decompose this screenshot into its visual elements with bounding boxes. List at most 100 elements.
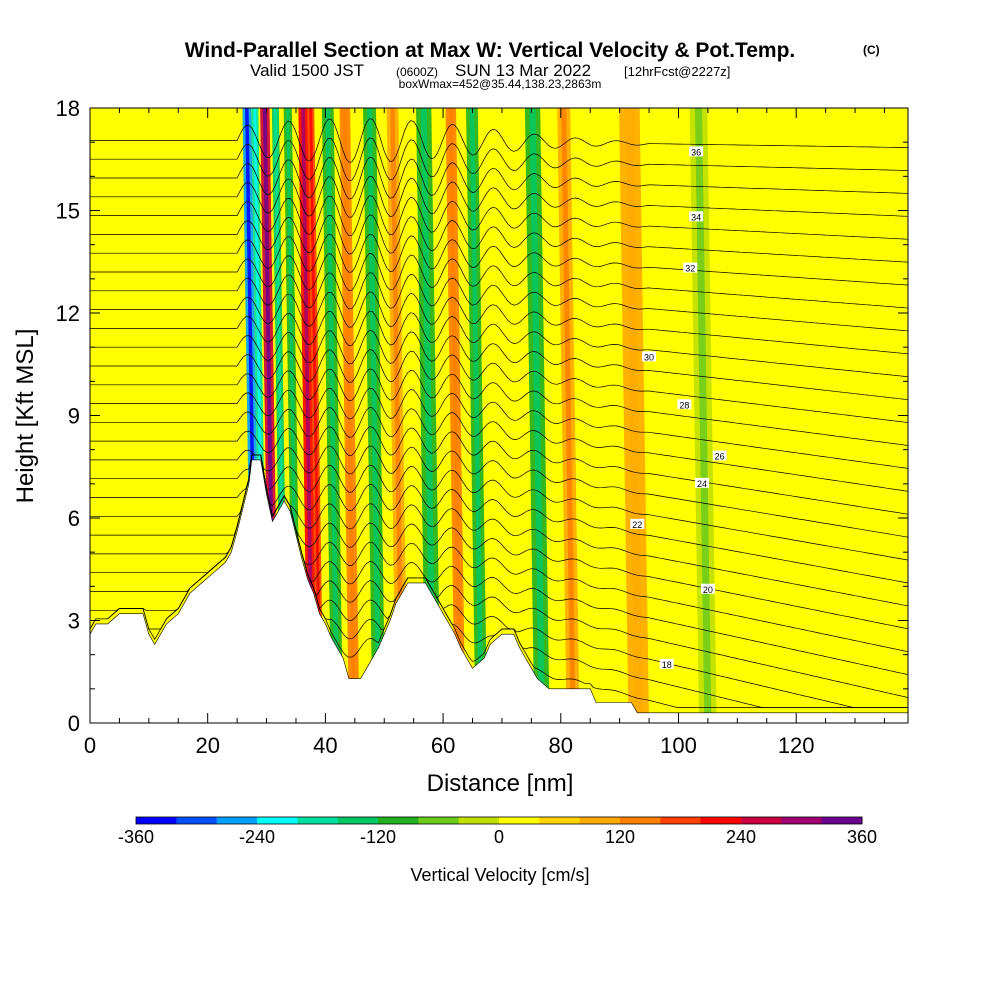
theta-contour-line [90, 272, 909, 332]
theta-contours [89, 118, 909, 708]
x-axis: 0 20 40 60 80 100 120 [84, 108, 885, 758]
colorbar-swatch [781, 817, 823, 824]
theta-contour-label: 26 [712, 450, 727, 462]
contour-label-bg [689, 211, 704, 222]
colorbar-tick-label: -240 [239, 827, 275, 847]
contour-label-bg [642, 351, 657, 362]
colorbar-tick-label: 120 [605, 827, 635, 847]
colorbar-tick-label: 360 [847, 827, 877, 847]
theta-contour-label: 34 [689, 211, 704, 222]
theta-contour-label: 28 [677, 399, 692, 410]
contour-label-text: 22 [632, 520, 642, 530]
contour-label-bg [677, 399, 692, 410]
valid-time-c: SUN 13 Mar 2022 [455, 61, 591, 80]
vv-band-core [529, 108, 546, 723]
terrain [89, 459, 909, 724]
vv-band-core [390, 108, 405, 723]
theta-contour-line [90, 253, 909, 309]
vv-band-core [366, 108, 382, 723]
contour-label-text: 24 [697, 479, 707, 489]
contour-label-text: 36 [691, 147, 701, 157]
colorbar-swatch [136, 817, 177, 824]
theta-contour-line [90, 454, 909, 630]
y-tick-label: 12 [56, 301, 80, 326]
vv-band-core [342, 108, 357, 723]
colorbar-swatch [297, 817, 339, 824]
y-axis-label: Height [Kft MSL] [12, 329, 39, 504]
theta-contour-label: 36 [689, 146, 704, 157]
valid-time-a: Valid 1500 JST [250, 61, 364, 80]
vv-band-core [469, 108, 484, 723]
theta-contour-line [90, 387, 909, 469]
colorbar-tick-label: 240 [726, 827, 756, 847]
y-tick-label: 9 [68, 404, 80, 429]
contour-label-bg [700, 583, 715, 594]
theta-contour-label: 24 [695, 477, 710, 489]
theta-contour-line [90, 454, 909, 561]
theta-contour-line [90, 454, 909, 607]
theta-contour-line [90, 214, 909, 263]
colorbar-swatch [418, 817, 460, 824]
colorbar [135, 816, 863, 825]
valid-time-b: (0600Z) [396, 65, 438, 79]
contour-label-bg [712, 450, 727, 461]
theta-contour-line [90, 407, 909, 492]
theta-contour-line [90, 426, 909, 515]
contour-label-bg [659, 658, 674, 669]
x-tick-label: 60 [431, 733, 455, 758]
contour-label-bg [630, 518, 645, 529]
theta-contour-line [90, 445, 909, 538]
contour-label-text: 34 [691, 212, 701, 222]
box-info: boxWmax=452@35.44,138.23,2863m [399, 77, 602, 91]
vv-band-core [448, 108, 463, 723]
y-tick-label: 6 [68, 506, 80, 531]
vv-band-core [561, 108, 576, 723]
contour-label-text: 30 [644, 352, 654, 362]
vv-band-core [694, 108, 712, 723]
colorbar-swatch [257, 817, 298, 824]
contour-labels: 18 20 22 24 26 28 30 32 34 36 [630, 146, 727, 670]
x-tick-label: 100 [660, 733, 697, 758]
contour-label-bg [695, 477, 710, 488]
theta-contour-line [90, 454, 909, 653]
y-tick-label: 3 [68, 609, 80, 634]
colorbar-frame [135, 816, 863, 825]
theta-contour-line [90, 176, 909, 218]
valid-time-d: [12hrFcst@2227z] [624, 64, 730, 79]
colorbar-swatch [620, 817, 661, 824]
y-tick-label: 15 [56, 199, 80, 224]
x-tick-label: 80 [549, 733, 573, 758]
theta-contour-line [90, 454, 909, 675]
contour-label-bg [689, 146, 704, 157]
theta-contour-label: 32 [683, 262, 698, 274]
x-tick-label: 20 [195, 733, 219, 758]
colorbar-swatch [539, 817, 581, 824]
theta-contour-label: 20 [700, 583, 715, 595]
theta-contour-label: 22 [630, 518, 645, 530]
theta-contour-line [90, 368, 909, 446]
colorbar-swatch [660, 817, 702, 824]
colorbar-swatch [821, 817, 863, 824]
colorbar-swatch [337, 817, 379, 824]
vv-band-core [625, 108, 643, 723]
colorbar-swatch [458, 817, 500, 824]
theta-contour-line [90, 349, 909, 423]
y-tick-label: 18 [56, 96, 80, 121]
contour-label-bg [683, 262, 698, 273]
contour-label-text: 20 [703, 585, 713, 595]
contour-label-text: 32 [685, 264, 695, 274]
colorbar-swatch [378, 817, 419, 824]
vv-band-core [420, 108, 437, 723]
chart-title: Wind-Parallel Section at Max W: Vertical… [185, 39, 796, 62]
colorbar-swatch [216, 817, 258, 824]
theta-contour-line [90, 118, 909, 163]
colorbar-swatch [499, 817, 540, 824]
theta-contour-line [90, 233, 909, 286]
theta-contour-line [90, 195, 909, 240]
colorbar-ticks: -360 -240 -120 0 120 240 360 [118, 827, 877, 847]
theta-contour-line [90, 156, 909, 200]
vv-band-core [301, 108, 315, 723]
vv-band-core [309, 108, 322, 723]
